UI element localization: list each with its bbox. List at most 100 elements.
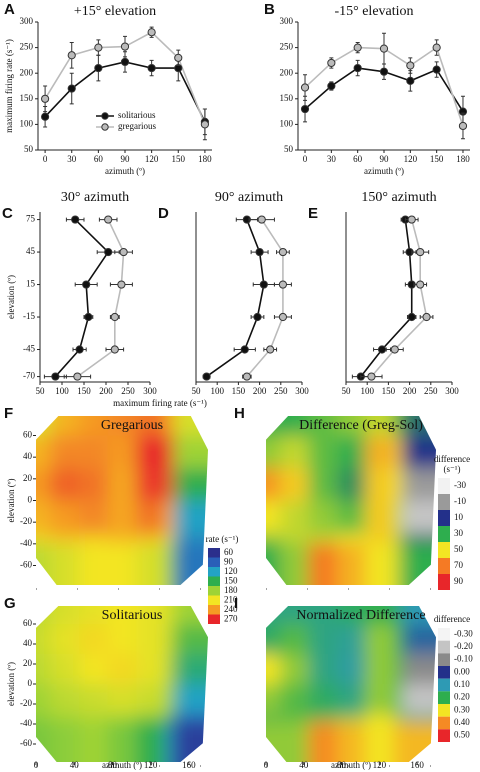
heatmap — [266, 416, 436, 585]
point — [407, 312, 416, 322]
heatmap-cell — [136, 435, 166, 469]
point — [110, 345, 119, 354]
x-tick-label: 40 — [70, 760, 80, 770]
colorbar-swatch — [438, 653, 450, 666]
heatmap-cell — [136, 468, 166, 502]
chart-title: 150° azimuth — [361, 190, 436, 205]
colorbar-swatch — [208, 576, 220, 586]
heatmap-cell — [365, 654, 395, 685]
chart-title: 30° azimuth — [61, 190, 129, 205]
colorbar-swatch — [208, 557, 220, 567]
colorbar-swatch — [438, 574, 450, 590]
x-tick-label: 250 — [274, 386, 288, 396]
point — [257, 215, 266, 224]
colorbar-swatch — [438, 494, 450, 510]
x-tick-label: 0 — [303, 154, 308, 164]
heatmap-cell — [173, 500, 208, 534]
x-tick-label: 50 — [192, 386, 202, 396]
panel-label: A — [4, 1, 15, 18]
point — [432, 43, 441, 52]
x-tick-label: 80 — [337, 760, 347, 770]
colorbar-tick-label: 150 — [224, 575, 238, 585]
colorbar-tick-label: -0.10 — [454, 654, 473, 664]
chart-title: -15° elevation — [334, 4, 413, 19]
heatmap-cell — [50, 500, 80, 534]
heatmap — [36, 606, 208, 762]
y-tick-label: -20 — [20, 516, 32, 526]
point — [119, 247, 128, 257]
colorbar-swatch — [208, 586, 220, 596]
point — [200, 120, 209, 129]
y-tick-label: -70 — [23, 371, 35, 381]
point — [104, 247, 113, 257]
panel-label: B — [264, 1, 275, 18]
point — [110, 312, 119, 322]
x-tick-label: 150 — [382, 386, 396, 396]
colorbar-tick-label: 70 — [454, 560, 464, 570]
chart-title: Gregarious — [101, 418, 163, 433]
heatmap-cells — [36, 606, 208, 762]
point — [51, 372, 60, 381]
x-tick-label: 120 — [144, 760, 158, 770]
point — [104, 215, 113, 224]
heatmap-cell — [173, 684, 208, 715]
heatmap-cell — [401, 654, 436, 685]
legend-marker — [101, 123, 109, 131]
point — [406, 76, 415, 85]
colorbar-swatch — [438, 704, 450, 717]
x-tick-label: 300 — [295, 386, 309, 396]
x-tick-label: 150 — [172, 154, 186, 164]
series-line — [370, 219, 428, 378]
panel-label: E — [308, 205, 318, 222]
heatmap-cell — [280, 435, 310, 469]
heatmap-cell — [365, 468, 395, 502]
x-tick-label: 60 — [353, 154, 363, 164]
point — [432, 65, 441, 74]
y-tick-label: 150 — [280, 93, 294, 103]
x-axis-label: azimuth (º) — [105, 166, 145, 176]
point — [278, 312, 288, 322]
y-tick-label: 150 — [20, 93, 34, 103]
colorbar-tick-label: 0.00 — [454, 666, 470, 676]
point — [41, 94, 50, 103]
series-line — [206, 219, 265, 378]
colorbar-tick-label: 30 — [454, 528, 464, 538]
x-tick-label: 150 — [430, 154, 444, 164]
series-line — [246, 219, 284, 378]
x-tick-label: 120 — [373, 760, 387, 770]
heatmap-cell — [365, 684, 395, 715]
x-tick-label: 250 — [424, 386, 438, 396]
x-tick-label: 150 — [77, 386, 91, 396]
heatmap-cell — [107, 721, 138, 762]
heatmap-cell — [280, 468, 310, 502]
y-axis-label: elevation (º) — [6, 662, 16, 706]
y-tick-label: 50 — [24, 144, 34, 154]
panel-label: C — [2, 205, 13, 222]
x-axis-label: azimuth (º) — [364, 166, 404, 176]
colorbar-label: (s⁻¹) — [444, 464, 461, 474]
colorbar-tick-label: 0.50 — [454, 730, 470, 740]
y-tick-label: 20 — [23, 658, 33, 668]
point — [84, 312, 93, 322]
heatmap-cell — [107, 624, 138, 655]
heatmap-cell — [308, 500, 338, 534]
heatmap-cells — [266, 606, 436, 762]
colorbar-tick-label: 60 — [224, 547, 234, 557]
x-axis-label: azimuth (º) — [102, 760, 142, 770]
colorbar-tick-label: 120 — [224, 566, 238, 576]
heatmap-cell — [308, 654, 338, 685]
heatmap-cell — [79, 435, 109, 469]
colorbar-swatch — [438, 558, 450, 574]
point — [353, 43, 362, 52]
heatmap-cell — [50, 468, 80, 502]
y-tick-label: 60 — [23, 430, 33, 440]
series-line — [54, 219, 110, 378]
heatmap-cell — [365, 624, 395, 655]
y-tick-label: 40 — [23, 451, 33, 461]
x-tick-label: 90 — [121, 154, 131, 164]
heatmap-cell — [107, 684, 138, 715]
point — [300, 83, 310, 92]
series-line — [360, 219, 413, 378]
heatmap-cell — [280, 721, 310, 762]
colorbar-tick-label: 0.40 — [454, 717, 470, 727]
